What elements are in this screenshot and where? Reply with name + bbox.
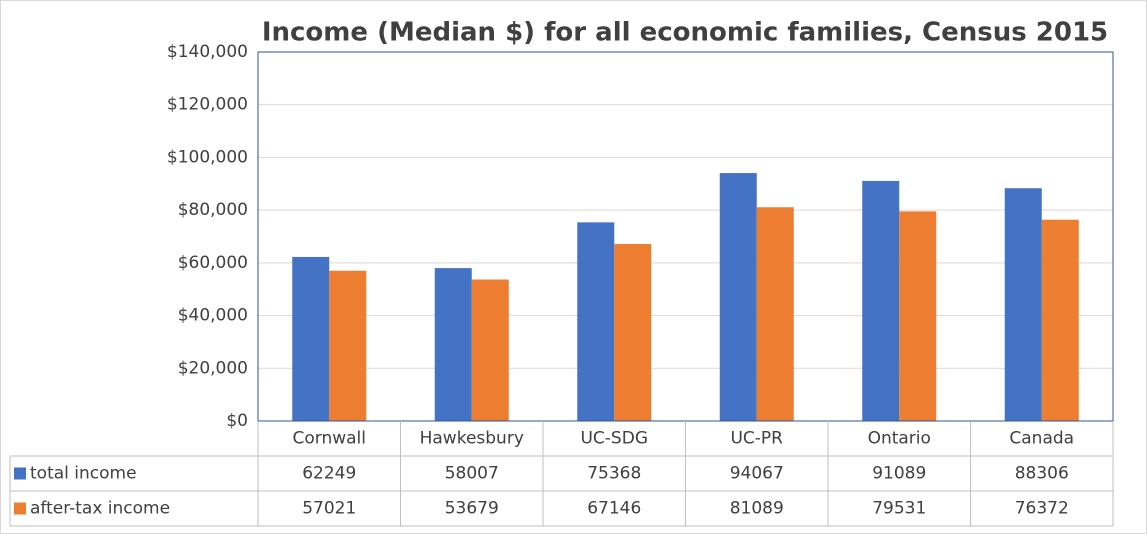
table-value: 76372: [1015, 499, 1069, 519]
bar: [719, 173, 757, 421]
table-value: 62249: [302, 464, 356, 484]
table-value: 81089: [730, 499, 784, 519]
bar: [329, 270, 367, 421]
y-tick-label: $140,000: [167, 42, 248, 62]
legend-key: [14, 502, 26, 515]
y-tick-label: $80,000: [178, 200, 248, 220]
plot-border: [257, 51, 1114, 422]
x-tick-label: Ontario: [868, 429, 931, 449]
bar: [292, 256, 330, 421]
chart-title: Income (Median $) for all economic famil…: [262, 18, 1108, 48]
table-value: 57021: [302, 499, 356, 519]
table-value: 88306: [1015, 464, 1069, 484]
table-value: 67146: [587, 499, 641, 519]
legend-label: total income: [30, 464, 137, 484]
bar: [756, 207, 794, 421]
y-tick-label: $40,000: [178, 306, 248, 326]
bar: [1004, 188, 1042, 421]
bar: [434, 268, 472, 421]
table-value: 91089: [872, 464, 926, 484]
table-value: 75368: [587, 464, 641, 484]
x-tick-label: Cornwall: [292, 429, 366, 449]
bar: [471, 279, 509, 421]
table-value: 58007: [445, 464, 499, 484]
table-value: 94067: [730, 464, 784, 484]
bar: [1041, 219, 1079, 421]
x-tick-label: Hawkesbury: [420, 429, 524, 449]
x-tick-label: Canada: [1009, 429, 1074, 449]
bar: [577, 222, 615, 421]
bar: [614, 244, 652, 421]
y-tick-label: $20,000: [178, 358, 248, 378]
table-value: 79531: [872, 499, 926, 519]
y-tick-label: $100,000: [167, 147, 248, 167]
legend-key: [14, 467, 26, 480]
y-tick-label: $120,000: [167, 95, 248, 115]
y-tick-label: $60,000: [178, 253, 248, 273]
legend-label: after-tax income: [30, 499, 170, 519]
y-tick-label: $0: [226, 411, 248, 431]
x-tick-label: UC-SDG: [580, 429, 648, 449]
table-value: 53679: [445, 499, 499, 519]
x-tick-label: UC-PR: [730, 429, 783, 449]
bar: [862, 180, 900, 421]
bar: [899, 211, 937, 421]
